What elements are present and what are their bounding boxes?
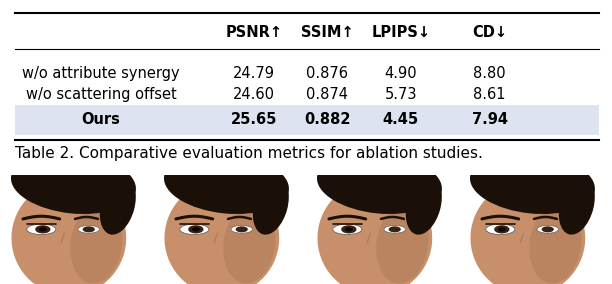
Ellipse shape — [494, 225, 509, 233]
Ellipse shape — [389, 226, 401, 232]
Text: CD↓: CD↓ — [472, 25, 507, 40]
Ellipse shape — [11, 153, 136, 214]
Text: 24.60: 24.60 — [233, 87, 275, 102]
Ellipse shape — [223, 204, 275, 283]
Text: 7.94: 7.94 — [472, 112, 507, 127]
Text: 5.73: 5.73 — [384, 87, 417, 102]
Ellipse shape — [27, 224, 56, 235]
Ellipse shape — [70, 204, 122, 283]
Ellipse shape — [236, 226, 248, 232]
Text: 0.874: 0.874 — [307, 87, 348, 102]
Text: PSNR↑: PSNR↑ — [225, 25, 283, 40]
Ellipse shape — [318, 181, 432, 284]
Ellipse shape — [345, 227, 353, 231]
Ellipse shape — [39, 227, 47, 231]
Text: w/o scattering offset: w/o scattering offset — [26, 87, 176, 102]
Ellipse shape — [537, 225, 559, 233]
Ellipse shape — [406, 176, 442, 235]
Ellipse shape — [471, 181, 585, 284]
Ellipse shape — [192, 227, 200, 231]
Ellipse shape — [231, 225, 253, 233]
Bar — [459, 175, 612, 284]
Ellipse shape — [164, 153, 289, 214]
Ellipse shape — [384, 225, 405, 233]
Ellipse shape — [341, 225, 356, 233]
Text: 8.61: 8.61 — [473, 87, 506, 102]
Text: 25.65: 25.65 — [231, 112, 277, 127]
Bar — [0, 175, 153, 284]
Ellipse shape — [317, 153, 442, 214]
Ellipse shape — [188, 225, 204, 233]
Text: 0.882: 0.882 — [304, 112, 351, 127]
Ellipse shape — [83, 226, 95, 232]
Text: 4.45: 4.45 — [382, 112, 419, 127]
Text: 24.79: 24.79 — [233, 66, 275, 81]
Text: Table 2. Comparative evaluation metrics for ablation studies.: Table 2. Comparative evaluation metrics … — [15, 147, 483, 161]
Ellipse shape — [180, 224, 209, 235]
Text: LPIPS↓: LPIPS↓ — [371, 25, 430, 40]
Ellipse shape — [529, 204, 581, 283]
Ellipse shape — [486, 224, 515, 235]
Ellipse shape — [78, 225, 100, 233]
Ellipse shape — [333, 224, 362, 235]
Ellipse shape — [498, 227, 506, 231]
Ellipse shape — [12, 181, 126, 284]
Bar — [306, 175, 459, 284]
Ellipse shape — [542, 226, 554, 232]
Bar — [15, 105, 599, 135]
Text: w/o attribute synergy: w/o attribute synergy — [22, 66, 180, 81]
Text: 8.80: 8.80 — [473, 66, 506, 81]
Text: SSIM↑: SSIM↑ — [301, 25, 354, 40]
Bar — [153, 175, 306, 284]
Ellipse shape — [35, 225, 51, 233]
Text: 0.876: 0.876 — [307, 66, 348, 81]
Text: Ours: Ours — [81, 112, 121, 127]
Ellipse shape — [559, 176, 595, 235]
Ellipse shape — [165, 181, 279, 284]
Ellipse shape — [253, 176, 289, 235]
Ellipse shape — [100, 176, 136, 235]
Ellipse shape — [470, 153, 595, 214]
Text: 4.90: 4.90 — [384, 66, 417, 81]
Ellipse shape — [376, 204, 428, 283]
